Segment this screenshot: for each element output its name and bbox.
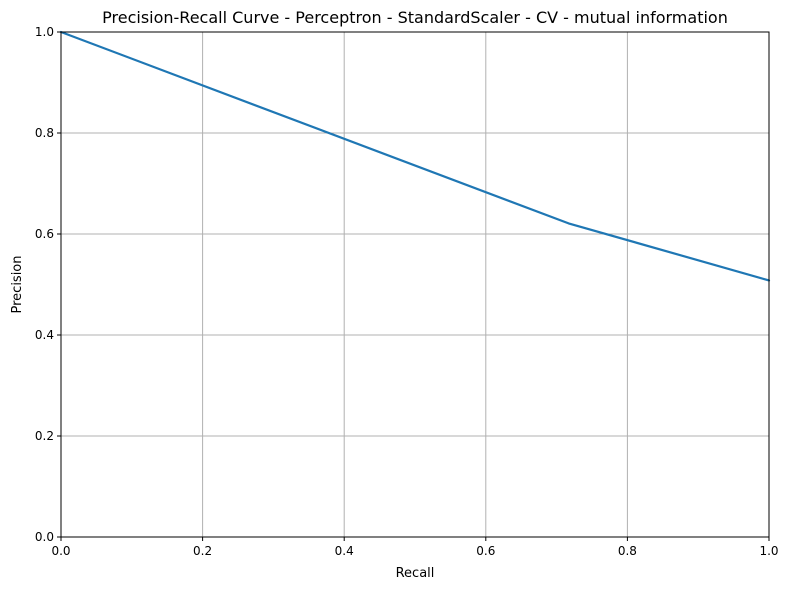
y-tick-label: 0.2 [35, 429, 54, 443]
plot-frame [60, 31, 770, 538]
x-tick-label: 0.4 [335, 544, 354, 558]
x-tick-label: 0.2 [193, 544, 212, 558]
x-tick-label: 0.0 [51, 544, 70, 558]
y-axis-label: Precision [10, 255, 25, 313]
y-axis-ticks: 0.0 0.2 0.4 0.6 0.8 1.0 [35, 25, 61, 544]
x-tick-label: 0.8 [618, 544, 637, 558]
x-tick-label: 1.0 [759, 544, 778, 558]
x-axis-ticks: 0.0 0.2 0.4 0.6 0.8 1.0 [51, 537, 779, 558]
x-tick-label: 0.6 [476, 544, 495, 558]
y-tick-label: 0.0 [35, 530, 54, 544]
y-tick-label: 0.8 [35, 126, 54, 140]
grid-lines [60, 31, 770, 538]
y-tick-label: 1.0 [35, 25, 54, 39]
y-tick-label: 0.6 [35, 227, 54, 241]
series-layer [59, 30, 771, 282]
chart-title: Precision-Recall Curve - Perceptron - St… [102, 8, 728, 27]
pr-curve-line [59, 30, 771, 282]
x-axis-label: Recall [396, 566, 435, 581]
y-tick-label: 0.4 [35, 328, 54, 342]
